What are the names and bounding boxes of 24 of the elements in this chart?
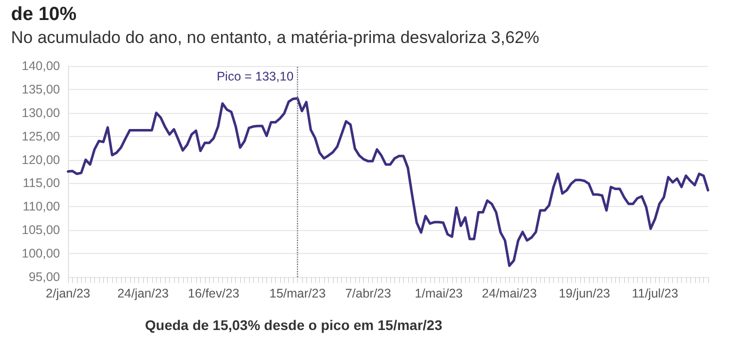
x-tick-label: 1/mai/23: [414, 286, 463, 300]
y-tick-label: 140,00: [22, 59, 60, 73]
x-tick-label: 24/mai/23: [482, 286, 537, 300]
text: Queda de 15,03% desde o pico em 15/mar/23: [145, 317, 442, 333]
y-tick-label: 125,00: [22, 129, 60, 144]
line-series: [66, 97, 710, 267]
y-tick-label: 135,00: [22, 82, 60, 96]
y-tick-label: 105,00: [22, 223, 60, 238]
x-tick-label: 2/jan/23: [46, 286, 90, 300]
y-tick-label: 95,00: [28, 270, 60, 284]
x-tick-label: 7/abr/23: [345, 286, 392, 300]
y-tick-label: 100,00: [22, 246, 60, 261]
y-tick-label: 110,00: [22, 200, 60, 214]
x-tick-label: 11/jul/23: [632, 286, 678, 300]
y-tick-label: 120,00: [22, 152, 60, 167]
chart-subtitle: No acumulado do ano, no entanto, a matéria-prima desvaloriza 3,62%: [11, 28, 540, 47]
x-tick-label: 24/jan/23: [117, 286, 169, 300]
chart-title: de 10%: [11, 4, 77, 25]
x-tick-label: 15/mar/23: [269, 286, 326, 300]
y-tick-label: 130,00: [22, 106, 60, 120]
ref-line-label: Pico = 133,10: [216, 70, 294, 84]
x-tick-label: 19/jun/23: [558, 286, 610, 300]
x-tick-label: 16/fev/23: [188, 286, 240, 300]
y-tick-label: 115,00: [22, 176, 60, 190]
